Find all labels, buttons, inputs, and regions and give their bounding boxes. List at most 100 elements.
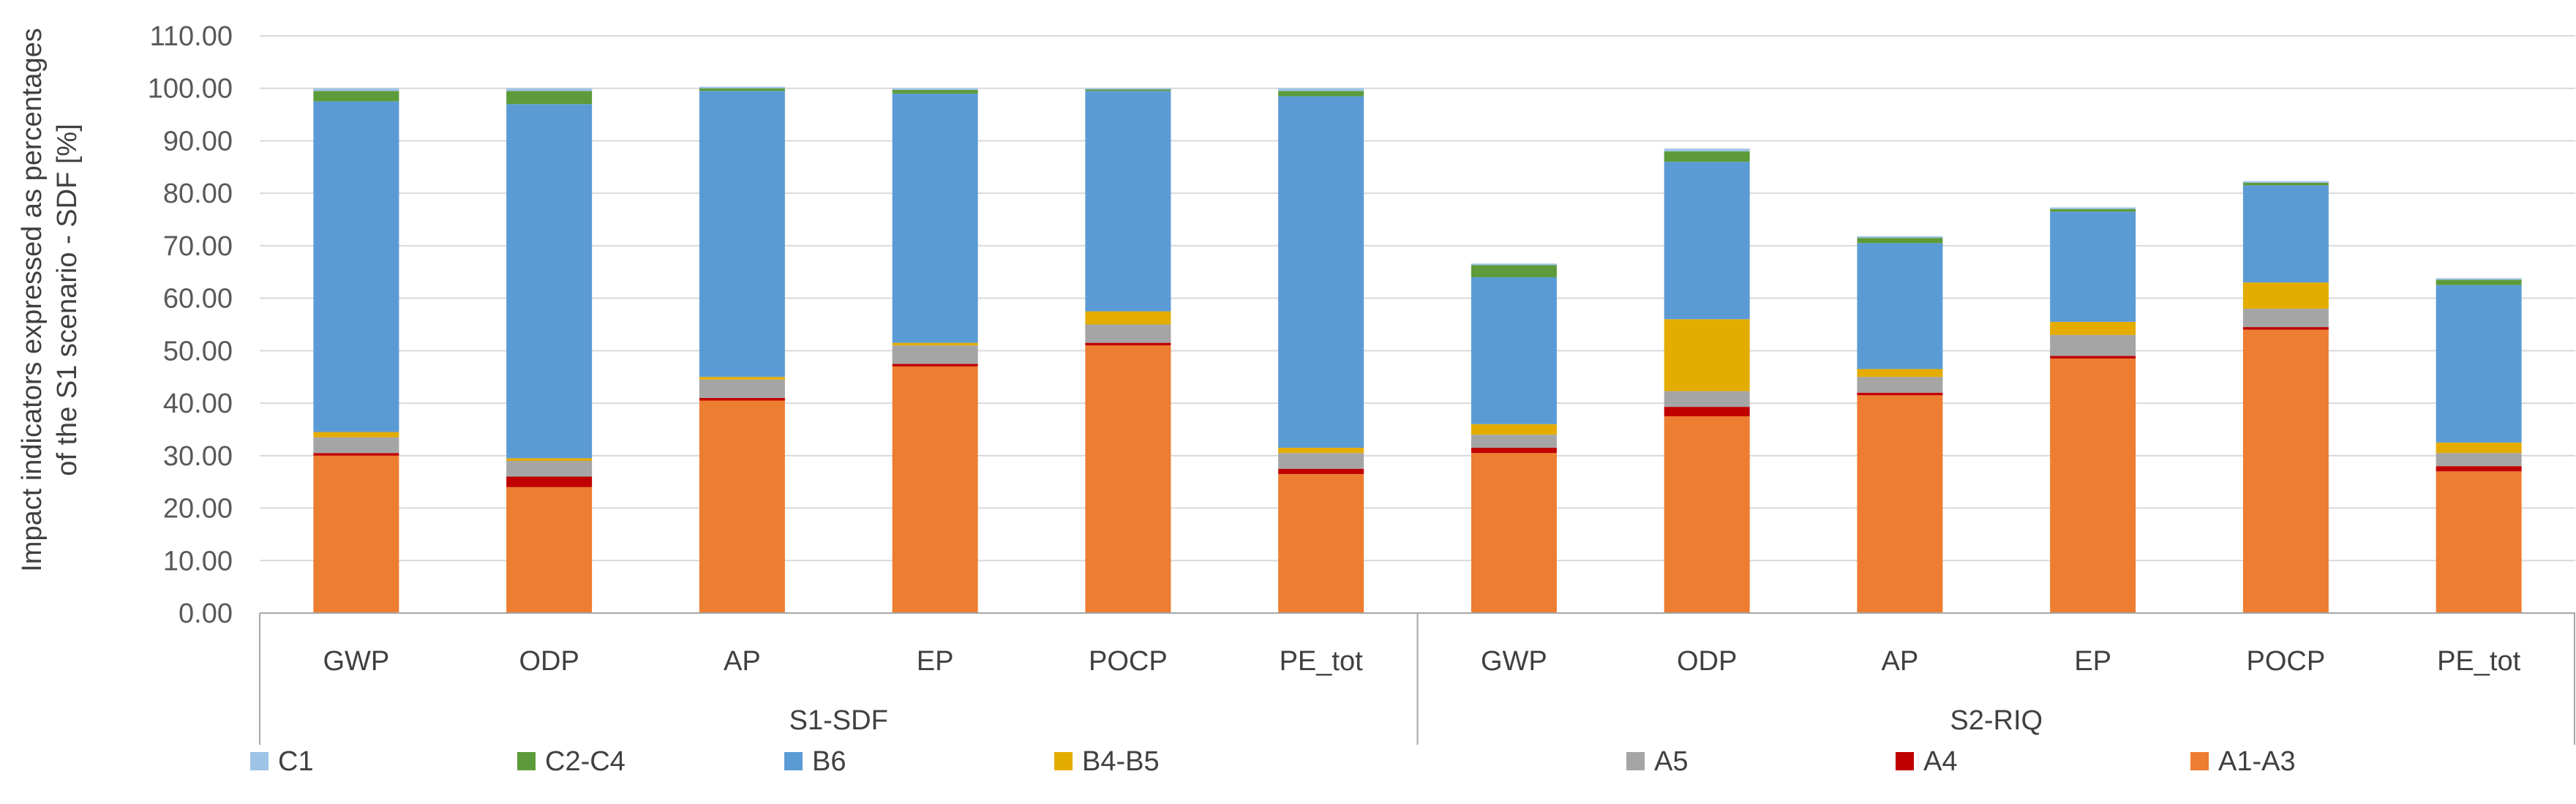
bar-segment-c2-c4 xyxy=(2436,279,2522,285)
x-group-label: S1-SDF xyxy=(789,705,888,736)
x-group-label: S2-RIQ xyxy=(1950,705,2043,736)
bar-segment-b4-b5 xyxy=(1664,319,1750,391)
legend-swatch xyxy=(2190,752,2209,770)
bar-segment-a5 xyxy=(892,345,978,364)
legend-swatch xyxy=(784,752,803,770)
legend-label: B4-B5 xyxy=(1082,746,1160,777)
y-tick-label: 50.00 xyxy=(163,336,233,367)
bar-stack-odp-s2-riq xyxy=(1664,149,1750,613)
bar-segment-a1-a3 xyxy=(2242,329,2329,613)
bar-segment-a5 xyxy=(1278,453,1364,469)
bar-segment-a4 xyxy=(1471,448,1557,454)
legend-swatch xyxy=(1054,752,1073,770)
y-tick-label: 110.00 xyxy=(150,21,233,52)
x-category-label: ODP xyxy=(519,646,579,677)
bar-segment-a1-a3 xyxy=(313,455,399,613)
y-axis-ticks: 0.00 10.00 20.00 30.00 40.00 50.00 60.00 70.00 8… xyxy=(148,21,233,629)
bar-segment-b6 xyxy=(2050,211,2136,322)
bar-segment-c1 xyxy=(2242,181,2329,183)
bar-segment-b4-b5 xyxy=(892,342,978,346)
bar-stack-odp-s1-sdf xyxy=(506,88,593,613)
bar-segment-a4 xyxy=(1857,392,1943,396)
bar-segment-a5 xyxy=(2242,308,2329,328)
bar-segment-a4 xyxy=(892,364,978,367)
bar-segment-a4 xyxy=(699,397,785,401)
bar-segment-a5 xyxy=(506,460,593,477)
bar-segment-b4-b5 xyxy=(1085,311,1171,325)
bar-segment-a5 xyxy=(2436,453,2522,467)
bar-stack-ep-s2-riq xyxy=(2050,207,2136,613)
bar-segment-a1-a3 xyxy=(1278,473,1364,613)
x-category-label: AP xyxy=(724,646,761,677)
bar-segment-a1-a3 xyxy=(1085,345,1171,613)
bar-segment-b6 xyxy=(1664,162,1750,320)
bar-segment-c1 xyxy=(1857,236,1943,238)
x-category-label: EP xyxy=(2074,646,2111,677)
bar-segment-a1-a3 xyxy=(2050,358,2136,613)
y-tick-label: 70.00 xyxy=(163,231,233,262)
bar-segment-a4 xyxy=(2242,327,2329,330)
bar-segment-b6 xyxy=(2436,285,2522,443)
bar-segment-c1 xyxy=(1471,263,1557,266)
legend-label: A1-A3 xyxy=(2218,746,2296,777)
y-tick-label: 10.00 xyxy=(163,546,233,576)
bar-segment-b4-b5 xyxy=(2050,321,2136,335)
bar-segment-a5 xyxy=(1857,377,1943,393)
x-category-label: GWP xyxy=(1481,646,1547,677)
legend-label: C1 xyxy=(278,746,314,777)
bar-segment-b4-b5 xyxy=(2436,442,2522,454)
y-tick-label: 80.00 xyxy=(163,179,233,209)
legend-item-b6: B6 xyxy=(784,746,846,777)
bar-segment-c2-c4 xyxy=(2050,208,2136,212)
bar-segment-a1-a3 xyxy=(506,486,593,613)
y-tick-label: 30.00 xyxy=(163,441,233,472)
bar-segment-c2-c4 xyxy=(699,88,785,91)
bar-segment-c2-c4 xyxy=(506,91,593,105)
legend-label: B6 xyxy=(812,746,846,777)
bar-segment-c1 xyxy=(1664,149,1750,151)
bar-stack-pe-tot-s2-riq xyxy=(2436,278,2522,613)
y-axis-title: Impact indicators expressed as percentag… xyxy=(17,28,83,572)
bar-segment-a1-a3 xyxy=(1664,416,1750,613)
legend-label: A4 xyxy=(1923,746,1957,777)
bar-segment-c1 xyxy=(1278,88,1364,91)
bar-segment-b6 xyxy=(313,101,399,432)
bar-segment-b4-b5 xyxy=(1471,424,1557,435)
bar-segment-c2-c4 xyxy=(313,91,399,102)
bar-segment-b6 xyxy=(2242,185,2329,283)
x-category-label: GWP xyxy=(323,646,389,677)
bar-stack-ap-s2-riq xyxy=(1857,236,1943,613)
bar-segment-a4 xyxy=(1664,407,1750,417)
y-tick-label: 100.00 xyxy=(148,74,233,105)
bar-segment-c1 xyxy=(313,88,399,91)
bar-segment-a5 xyxy=(699,379,785,398)
y-tick-label: 40.00 xyxy=(163,388,233,419)
x-category-label: POCP xyxy=(1089,646,1168,677)
bar-segment-c1 xyxy=(506,88,593,91)
x-category-label: PE_tot xyxy=(2437,646,2521,677)
bar-segment-a1-a3 xyxy=(892,366,978,613)
bar-segment-a5 xyxy=(313,437,399,454)
bar-segment-c2-c4 xyxy=(1857,238,1943,244)
x-category-label: AP xyxy=(1882,646,1919,677)
bar-segment-b4-b5 xyxy=(699,377,785,380)
legend-item-c2-c4: C2-C4 xyxy=(517,746,626,777)
x-category-label: PE_tot xyxy=(1280,646,1364,677)
bar-segment-a1-a3 xyxy=(2436,471,2522,613)
bar-segment-c2-c4 xyxy=(892,89,978,94)
bar-segment-b4-b5 xyxy=(1857,369,1943,377)
bar-segment-c1 xyxy=(892,88,978,90)
bar-segment-b4-b5 xyxy=(313,432,399,437)
bar-segment-a5 xyxy=(2050,334,2136,356)
legend-swatch xyxy=(1896,752,1914,770)
bar-stack-pocp-s1-sdf xyxy=(1085,88,1171,613)
bar-segment-b6 xyxy=(1278,96,1364,448)
bars xyxy=(313,86,2522,613)
legend-item-b4-b5: B4-B5 xyxy=(1054,746,1160,777)
y-axis-title-line-2: of the S1 scenario - SDF [%] xyxy=(52,124,83,476)
x-axis: GWP ODP AP EP POCP PE_tot GWP ODP AP EP POCP PE_tot… xyxy=(259,612,2575,745)
bar-segment-c2-c4 xyxy=(1471,265,1557,277)
bar-segment-b6 xyxy=(1471,277,1557,424)
bar-segment-a5 xyxy=(1664,391,1750,407)
